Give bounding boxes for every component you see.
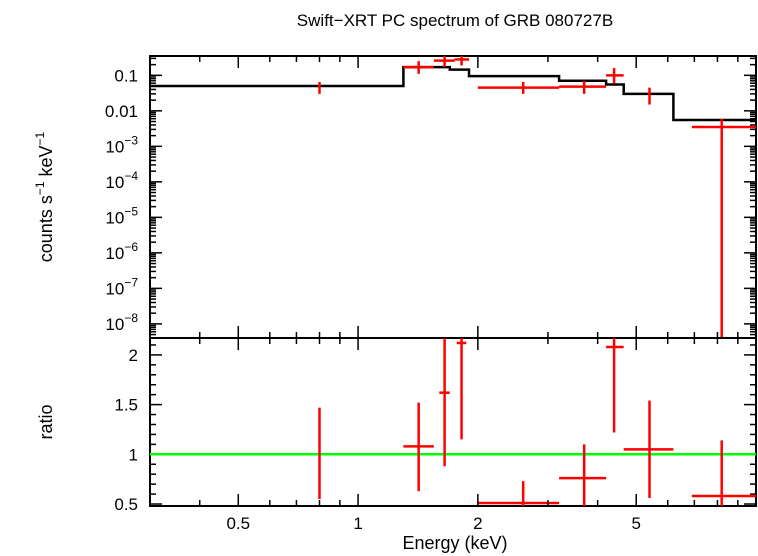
spectrum-panel: 0.1 0.01 10−3 10−4 10−5 10−6 10−7 10−8 xyxy=(105,55,757,339)
x-tick-label: 5 xyxy=(631,514,640,533)
ratio-tick-label: 2 xyxy=(129,346,138,365)
model-series xyxy=(150,65,756,122)
spectrum-data-point xyxy=(318,81,321,94)
ratio-tick-label: 1 xyxy=(129,445,138,464)
spectrum-data-point xyxy=(454,56,469,66)
ratio-data-point xyxy=(456,338,467,440)
spectrum-data-point xyxy=(477,81,560,94)
ratio-data-point xyxy=(318,407,321,500)
spectrum-data-point xyxy=(433,56,455,68)
spectrum-data-point xyxy=(606,68,624,84)
spectrum-data-series xyxy=(318,56,756,338)
y-tick-label: 10−7 xyxy=(105,275,138,298)
y-tick-label: 10−6 xyxy=(105,240,138,263)
x-axis-label: Energy (keV) xyxy=(402,533,507,553)
ratio-data-point xyxy=(606,338,624,433)
y-tick-label: 10−3 xyxy=(105,133,138,156)
ratio-panel: 0.5 1 1.5 2 xyxy=(114,337,757,514)
y-tick-label: 10−5 xyxy=(105,204,138,227)
ratio-y-axis-label: ratio xyxy=(36,404,56,439)
ratio-data-series xyxy=(150,338,756,506)
ratio-tick-label: 1.5 xyxy=(114,396,138,415)
spectrum-data-point xyxy=(559,80,607,94)
y-tick-label: 0.01 xyxy=(105,102,138,121)
spectrum-frame xyxy=(149,55,757,339)
ratio-tick-label: 0.5 xyxy=(114,495,138,514)
ratio-data-point xyxy=(477,481,560,506)
spectrum-y-axis-label: counts s−1 keV−1 xyxy=(33,131,56,262)
ratio-data-point xyxy=(691,440,756,506)
ratio-data-point xyxy=(403,402,434,492)
ratio-frame xyxy=(149,337,757,507)
y-tick-label: 10−8 xyxy=(105,311,138,334)
x-tick-label: 2 xyxy=(473,514,482,533)
chart-title: Swift−XRT PC spectrum of GRB 080727B xyxy=(297,11,613,30)
ratio-data-point xyxy=(623,400,674,499)
y-tick-label: 10−4 xyxy=(105,169,138,192)
x-tick-label: 1 xyxy=(353,514,362,533)
spectrum-data-point xyxy=(648,87,651,105)
ratio-data-point xyxy=(559,444,607,506)
spectrum-data-point xyxy=(403,61,434,74)
y-tick-label: 0.1 xyxy=(114,66,138,85)
x-tick-label: 0.5 xyxy=(226,514,250,533)
energy-axis: 0.5 1 2 5 xyxy=(149,56,757,533)
ratio-data-point xyxy=(439,338,450,467)
spectrum-data-point xyxy=(691,118,756,338)
model-step-line xyxy=(150,65,756,122)
